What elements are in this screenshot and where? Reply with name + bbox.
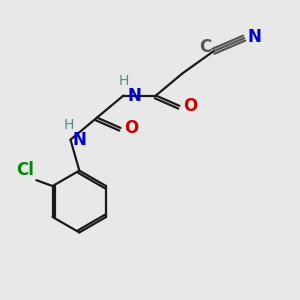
Text: C: C — [199, 38, 211, 56]
Text: N: N — [127, 86, 141, 104]
Text: N: N — [73, 131, 87, 149]
Text: Cl: Cl — [16, 161, 34, 179]
Text: H: H — [118, 74, 129, 88]
Text: O: O — [124, 119, 138, 137]
Text: N: N — [247, 28, 261, 46]
Text: H: H — [64, 118, 74, 132]
Text: O: O — [183, 97, 197, 115]
